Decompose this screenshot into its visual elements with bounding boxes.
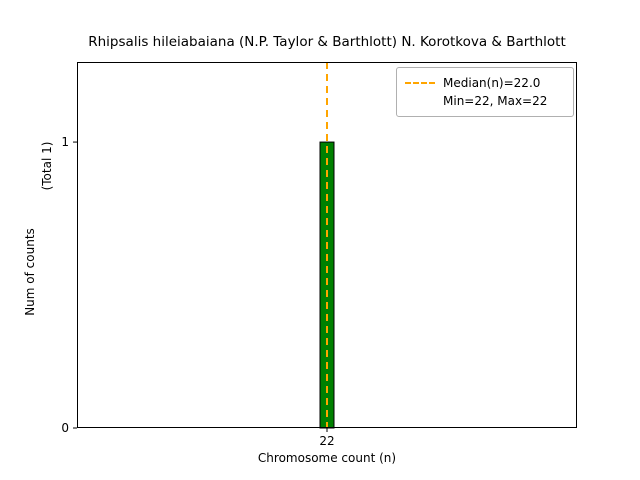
axes-frame <box>77 62 577 428</box>
median-line-sample-icon <box>405 82 435 84</box>
y-tick-label: 0 <box>61 421 69 435</box>
legend-label-median: Median(n)=22.0 <box>443 76 541 90</box>
x-axis-label: Chromosome count (n) <box>257 451 397 465</box>
legend-row-minmax: Min=22, Max=22 <box>405 92 565 110</box>
chart-title: Rhipsalis hileiabaiana (N.P. Taylor & Ba… <box>88 34 566 50</box>
legend-label-minmax: Min=22, Max=22 <box>443 94 548 108</box>
legend: Median(n)=22.0 Min=22, Max=22 <box>396 67 574 117</box>
legend-row-median: Median(n)=22.0 <box>405 74 565 92</box>
x-tick-label: 22 <box>319 434 334 448</box>
y-axis-label: Num of counts <box>23 228 37 316</box>
legend-spacer <box>405 100 435 102</box>
y-tick-label: 1 <box>61 135 69 149</box>
y-axis-label-total: (Total 1) <box>40 141 54 191</box>
